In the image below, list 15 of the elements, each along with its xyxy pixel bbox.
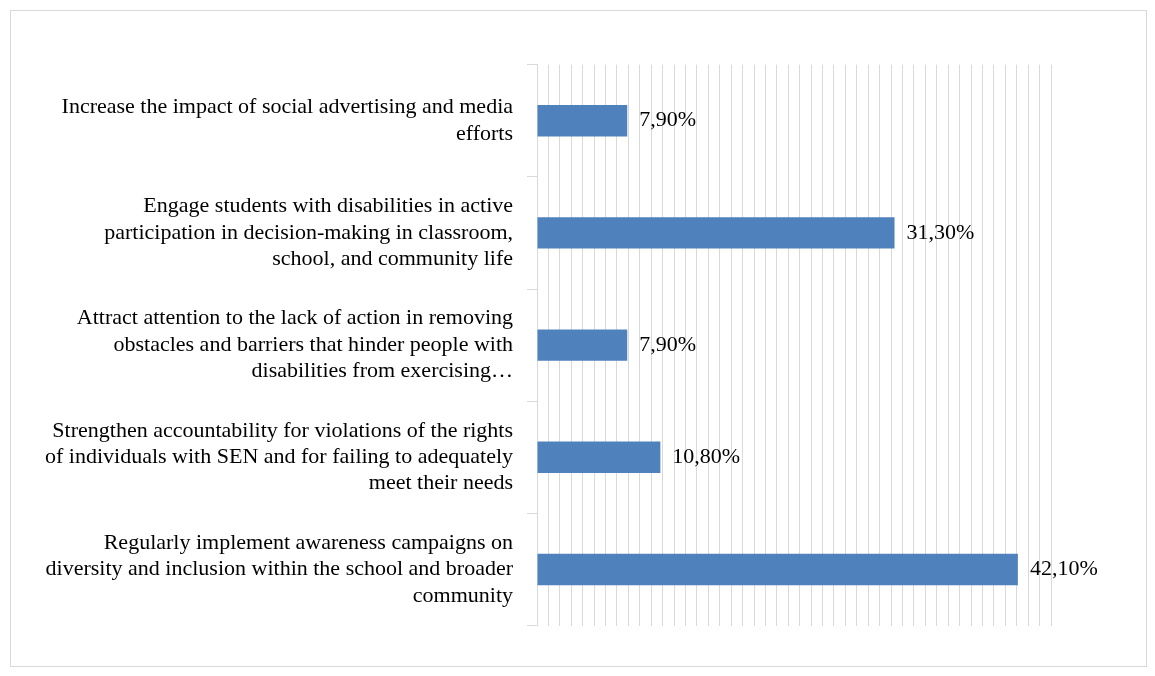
- y-tick-label: Attract attention to the lack of action in removing obstacles and barriers that hinder people with disabilities from exercising…: [76, 304, 514, 383]
- y-tick-label: Increase the impact of social advertising and media efforts: [61, 93, 514, 145]
- bar: [537, 217, 895, 249]
- y-tick-label: Regularly implement awareness campaigns on diversity and inclusion within the school and broader community: [45, 528, 514, 607]
- bar: [537, 329, 628, 361]
- data-label: 42,10%: [1029, 555, 1098, 581]
- data-label: 31,30%: [906, 218, 975, 244]
- data-label: 7,90%: [639, 106, 697, 132]
- data-label: 7,90%: [639, 330, 697, 356]
- y-tick-label: Strengthen accountability for violations of the rights of individuals with SEN and for failing to adequately meet their needs: [45, 416, 514, 495]
- bar: [537, 441, 661, 474]
- y-tick-label: Engage students with disabilities in active participation in decision-making in classroom, school, and community life: [104, 192, 514, 271]
- bar: [537, 104, 628, 137]
- bar: [537, 553, 1018, 586]
- data-label: 10,80%: [672, 443, 741, 469]
